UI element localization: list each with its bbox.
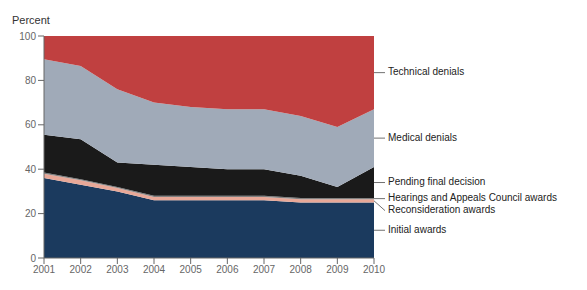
svg-text:60: 60 <box>25 119 37 130</box>
svg-text:2006: 2006 <box>216 264 239 275</box>
svg-text:Medical denials: Medical denials <box>388 132 457 143</box>
svg-text:Pending final decision: Pending final decision <box>388 176 485 187</box>
svg-text:2010: 2010 <box>363 264 386 275</box>
svg-text:Initial awards: Initial awards <box>388 224 446 235</box>
svg-text:2008: 2008 <box>290 264 313 275</box>
svg-text:0: 0 <box>30 253 36 264</box>
svg-text:2005: 2005 <box>180 264 203 275</box>
svg-text:2004: 2004 <box>143 264 166 275</box>
svg-text:20: 20 <box>25 208 37 219</box>
svg-text:80: 80 <box>25 75 37 86</box>
svg-text:2003: 2003 <box>106 264 129 275</box>
svg-text:Technical denials: Technical denials <box>388 66 464 77</box>
svg-text:Reconsideration awards: Reconsideration awards <box>388 204 495 215</box>
svg-text:40: 40 <box>25 164 37 175</box>
svg-text:Percent: Percent <box>12 14 50 26</box>
svg-text:2001: 2001 <box>33 264 56 275</box>
svg-text:2007: 2007 <box>253 264 276 275</box>
svg-text:2009: 2009 <box>326 264 349 275</box>
svg-text:Hearings and Appeals Council a: Hearings and Appeals Council awards <box>388 192 557 203</box>
svg-text:2002: 2002 <box>70 264 93 275</box>
svg-text:100: 100 <box>19 31 36 42</box>
